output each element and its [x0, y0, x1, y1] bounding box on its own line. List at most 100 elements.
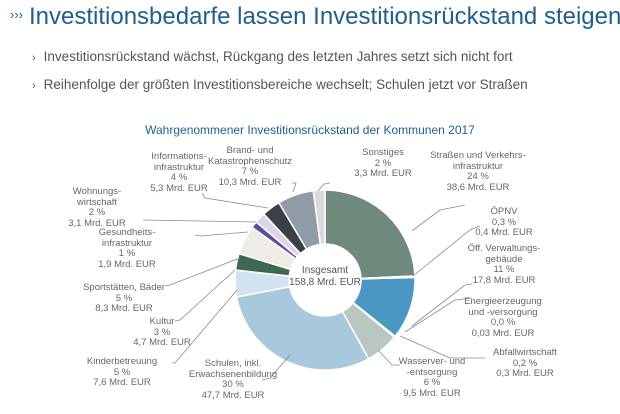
slice-amount: 8,3 Mrd. EUR [95, 303, 153, 314]
slice-name: Abfallwirtschaft [493, 347, 557, 358]
bullet-item: › Investitionsrückstand wächst, Rückgang … [32, 49, 513, 64]
slice-percent: 3 % [153, 326, 171, 338]
leader-line [194, 231, 249, 237]
slice-name: Sportstätten, Bäder [83, 282, 165, 293]
donut-slice [324, 189, 416, 280]
slice-name: Straßen und Verkehrs- [430, 150, 526, 161]
slice-amount: 3,3 Mrd. EUR [354, 168, 412, 179]
slice-name: wirtschaft [76, 196, 118, 208]
title-text: Investitionsbedarfe lassen Investitionsr… [29, 3, 620, 30]
slice-amount: 0,3 Mrd. EUR [496, 368, 554, 379]
leader-line [377, 349, 400, 366]
slice-percent: 0,0 % [490, 317, 516, 328]
slice-label: Schulen, inkl. Erwachsenenbildung 30 % 47,7… [188, 358, 278, 401]
slice-label: Öff. Verwaltungs-gebäude 11 % 17,8 Mrd. EU… [467, 243, 541, 286]
center-label-title: Insgesamt [301, 265, 349, 276]
leader-line [412, 225, 481, 277]
leader-line [172, 289, 238, 364]
leader-line [399, 335, 485, 359]
slice-amount: 1,9 Mrd. EUR [98, 258, 156, 270]
slice-label: ÖPNV 0,3 % 0,4 Mrd. EUR [475, 206, 533, 239]
slice-percent: 2 % [88, 207, 106, 218]
slice-label: Kultur 3 % 4,7 Mrd. EUR [133, 316, 191, 349]
slice-label: Wohnungs-wirtschaft 2 % 3,1 Mrd. EUR [68, 186, 126, 229]
slice-label: Informations-infrastruktur 4 % 5,3 Mrd. EU… [150, 151, 208, 194]
slice-name: infrastruktur [452, 160, 504, 172]
leader-line [317, 182, 331, 192]
slice-name: infrastruktur [153, 161, 205, 173]
slice-amount: 4,7 Mrd. EUR [133, 337, 191, 348]
leader-line [404, 297, 473, 333]
slice-percent: 6 % [423, 377, 441, 388]
slice-amount: 3,1 Mrd. EUR [68, 217, 126, 229]
bullet-text: Investitionsrückstand wächst, Rückgang d… [43, 49, 513, 64]
leader-line [142, 219, 257, 223]
slice-percent: 4 % [170, 172, 188, 183]
donut-slice [312, 189, 326, 246]
slice-amount: 10,3 Mrd. EUR [218, 176, 282, 188]
slice-label: Kinderbetreuung 5 % 7,6 Mrd. EUR [86, 356, 158, 389]
slice-label: Gesundheits-infrastruktur 1 % 1,9 Mrd. EUR [98, 227, 156, 270]
slice-percent: 5 % [113, 366, 131, 378]
slice-name: Wasserver- und [398, 356, 466, 367]
slice-name: Brand- und [226, 145, 274, 156]
leader-line [411, 283, 473, 327]
slice-amount: 7,6 Mrd. EUR [93, 377, 151, 388]
slice-amount: 5,3 Mrd. EUR [150, 182, 208, 194]
center-label-total: 158,8 Mrd. EUR [289, 277, 361, 288]
slice-percent: 11 % [493, 264, 515, 275]
slice-name: ÖPNV [490, 206, 518, 217]
slice-percent: 2 % [374, 157, 392, 169]
slice-name: gebäude [485, 253, 523, 265]
donut-slice [235, 285, 370, 371]
slice-name: -entsorgung [406, 366, 458, 378]
slice-name: Energieerzeugung [464, 296, 542, 307]
chevron-icon: ››› [10, 7, 23, 22]
bullet-item: › Reihenfolge der größten Investitionsber… [32, 77, 528, 92]
slice-name: Wohnungs- [72, 186, 122, 197]
slice-percent: 0,2 % [512, 357, 538, 369]
slice-name: infrastruktur [101, 237, 153, 249]
bullet-marker: › [32, 52, 36, 64]
chart-title: Wahrgenommener Investitionsrückstand der… [145, 123, 475, 137]
slice-percent: 7 % [241, 166, 259, 177]
bullet-text: Reihenfolge der größten Investitionsbere… [43, 77, 528, 92]
slice-name: Schulen, inkl. [204, 358, 262, 369]
bullet-marker: › [32, 80, 36, 92]
slice-name: Gesundheits- [98, 227, 156, 238]
slide-title: ››› Investitionsbedarfe lassen Investitio… [10, 3, 620, 31]
slice-name: Informations- [151, 151, 207, 162]
slice-percent: 0,3 % [491, 216, 517, 228]
slice-label: Sonstiges 2 % 3,3 Mrd. EUR [354, 147, 412, 180]
slice-label: Sportstätten, Bäder 5 % 8,3 Mrd. EUR [83, 282, 165, 315]
slice-percent: 30 % [222, 379, 244, 390]
slice-amount: 47,7 Mrd. EUR [201, 389, 265, 401]
slice-label: Energieerzeugung und -versorgung 0,0 % 0,03… [464, 296, 542, 339]
slice-name: Kultur [149, 316, 175, 327]
slice-percent: 1 % [118, 248, 136, 259]
slice-percent: 5 % [115, 292, 133, 304]
slice-name: Öff. Verwaltungs- [467, 243, 541, 254]
leader-line [201, 192, 269, 209]
slice-label: Brand- und Katastrophenschutz 7 % 10,3 Mrd.… [208, 145, 292, 188]
leader-line [411, 204, 466, 232]
slice-amount: 0,4 Mrd. EUR [475, 227, 533, 238]
leader-line [261, 354, 291, 381]
slice-name: Sonstiges [362, 147, 404, 158]
slice-percent: 24 % [467, 171, 489, 182]
slice-amount: 9,5 Mrd. EUR [403, 387, 461, 399]
slice-name: Kinderbetreuung [86, 356, 158, 367]
center-label: Insgesamt 158,8 Mrd. EUR [289, 265, 361, 289]
slice-name: Katastrophenschutz [208, 155, 292, 167]
slice-name: Erwachsenenbildung [188, 368, 278, 380]
slice-label: Abfallwirtschaft 0,2 % 0,3 Mrd. EUR [493, 347, 557, 380]
slice-amount: 17,8 Mrd. EUR [472, 274, 536, 286]
slice-label: Straßen und Verkehrs-infrastruktur 24 % 38… [430, 150, 526, 193]
slice-name: und -versorgung [468, 306, 538, 318]
slice-label: Wasserver- und -entsorgung 6 % 9,5 Mrd. EUR [398, 356, 466, 399]
slice-amount: 38,6 Mrd. EUR [446, 181, 510, 193]
leader-line [164, 257, 241, 287]
leader-line [174, 269, 236, 322]
